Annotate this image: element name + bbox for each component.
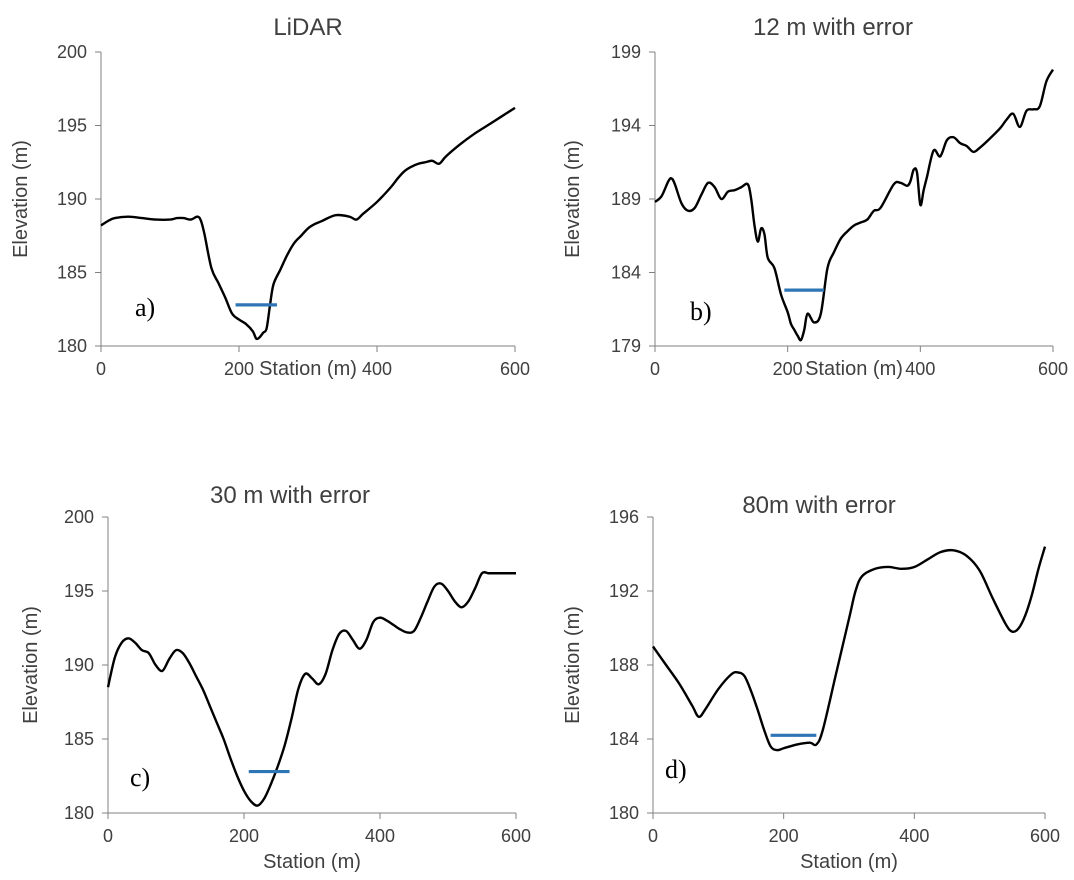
- y-tick-label: 185: [57, 263, 87, 283]
- x-tick-label: 600: [1038, 359, 1068, 379]
- y-axis-label: Elevation (m): [20, 606, 42, 724]
- x-axis-label: Station (m): [805, 358, 903, 380]
- y-axis-label: Elevation (m): [10, 140, 32, 258]
- x-tick-label: 600: [500, 359, 530, 379]
- panel-label: d): [665, 755, 687, 784]
- y-tick-label: 195: [64, 581, 94, 601]
- y-tick-label: 179: [611, 336, 641, 356]
- x-tick-label: 0: [648, 826, 658, 846]
- y-tick-label: 200: [57, 42, 87, 62]
- x-axis-label: Station (m): [263, 851, 361, 873]
- y-tick-label: 194: [611, 116, 641, 136]
- y-tick-label: 184: [611, 263, 641, 283]
- x-tick-label: 400: [899, 826, 929, 846]
- elevation-profile-line: [100, 106, 516, 341]
- y-tick-label: 180: [57, 336, 87, 356]
- y-tick-label: 185: [64, 729, 94, 749]
- x-tick-label: 0: [96, 359, 106, 379]
- elevation-profile-line: [106, 570, 516, 807]
- x-tick-label: 200: [229, 826, 259, 846]
- y-tick-label: 200: [64, 507, 94, 527]
- y-axis-label: Elevation (m): [562, 606, 584, 724]
- y-tick-label: 199: [611, 42, 641, 62]
- y-tick-label: 180: [64, 803, 94, 823]
- x-tick-label: 400: [905, 359, 935, 379]
- x-tick-label: 400: [362, 359, 392, 379]
- y-tick-label: 190: [57, 189, 87, 209]
- chart-title: LiDAR: [273, 14, 342, 41]
- x-axis-label: Station (m): [800, 851, 898, 873]
- x-tick-label: 600: [1030, 826, 1060, 846]
- y-tick-label: 190: [64, 655, 94, 675]
- y-tick-label: 196: [609, 507, 639, 527]
- y-tick-label: 195: [57, 116, 87, 136]
- x-tick-label: 200: [224, 359, 254, 379]
- y-tick-label: 189: [611, 189, 641, 209]
- x-tick-label: 400: [365, 826, 395, 846]
- x-tick-label: 200: [773, 359, 803, 379]
- chart-panel-1: LiDAR 180 185 190 195 200 0 200 400 600 Station (m…: [10, 14, 530, 380]
- chart-panel-4: 80m with error 180 184 188 192 196 0 200 400 600 S…: [562, 492, 1060, 873]
- y-tick-label: 184: [609, 729, 639, 749]
- y-tick-label: 180: [609, 803, 639, 823]
- y-tick-label: 192: [609, 581, 639, 601]
- x-tick-label: 200: [769, 826, 799, 846]
- y-tick-label: 188: [609, 655, 639, 675]
- chart-panel-3: 30 m with error 180 185 190 195 200 0 200 400 600…: [20, 482, 531, 873]
- elevation-profile-line: [652, 546, 1047, 752]
- panel-label: b): [690, 297, 712, 326]
- chart-title: 12 m with error: [753, 14, 913, 41]
- elevation-profile-line: [654, 69, 1055, 342]
- chart-panel-2: 12 m with error 179 184 189 194 199 0 200 400 600…: [562, 14, 1068, 380]
- x-tick-label: 0: [650, 359, 660, 379]
- x-axis-label: Station (m): [259, 358, 357, 380]
- chart-title: 30 m with error: [210, 482, 370, 509]
- x-tick-label: 0: [103, 826, 113, 846]
- chart-title: 80m with error: [742, 492, 895, 519]
- panel-label: a): [135, 293, 155, 322]
- y-axis-label: Elevation (m): [562, 140, 584, 258]
- x-tick-label: 600: [501, 826, 531, 846]
- panel-label: c): [130, 763, 150, 792]
